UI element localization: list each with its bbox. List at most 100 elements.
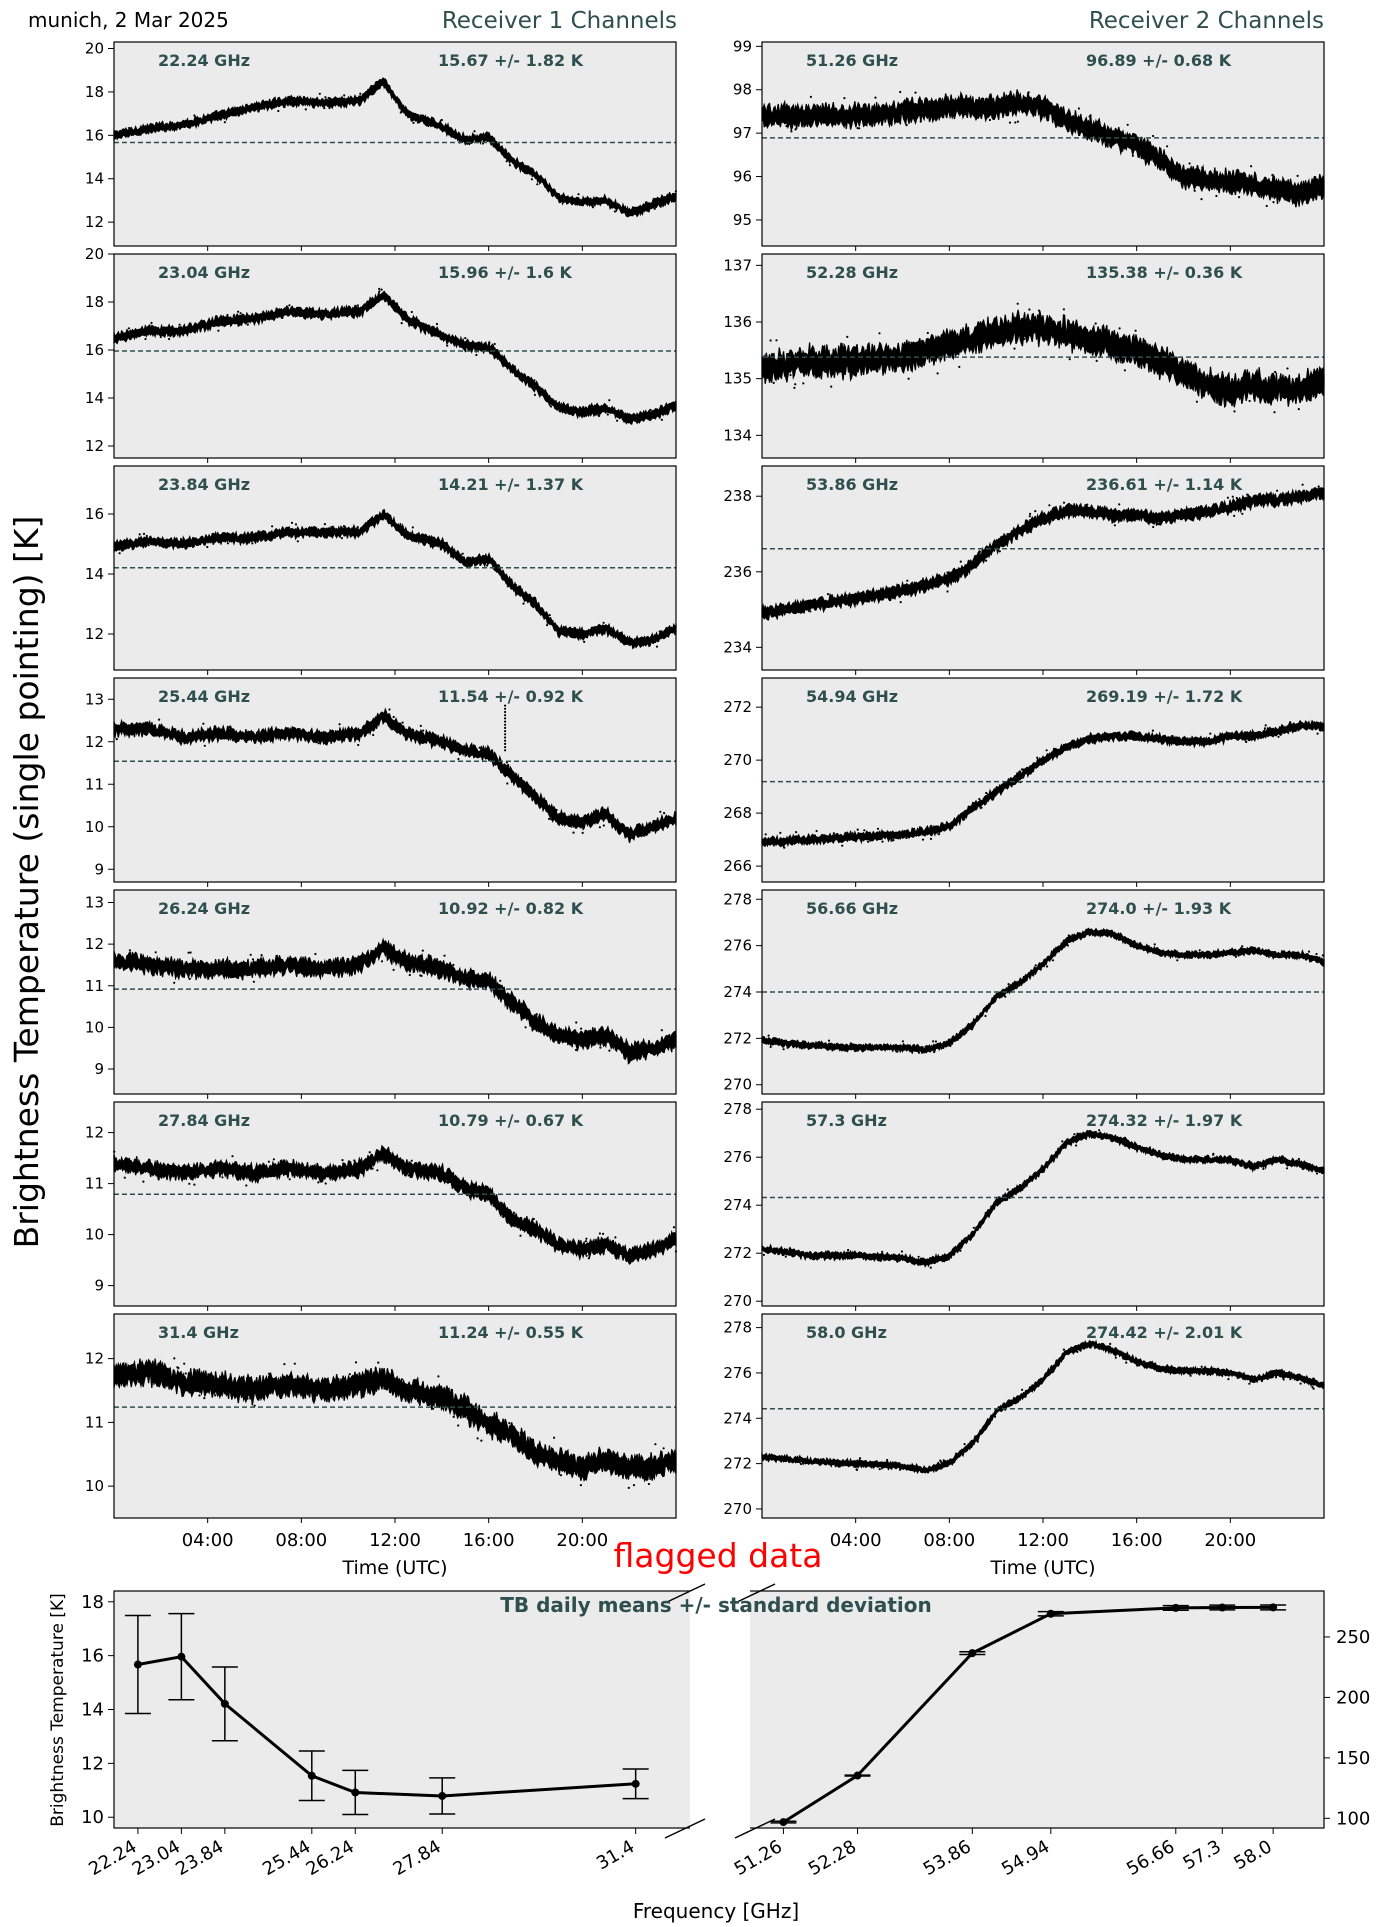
data-point [1248, 399, 1251, 403]
data-point [1267, 948, 1270, 952]
data-point [1258, 386, 1261, 389]
x-tick-label: 08:00 [923, 1530, 975, 1551]
data-point [1062, 308, 1065, 311]
data-point [1099, 343, 1103, 346]
data-point [869, 1462, 873, 1466]
data-point [184, 1372, 187, 1375]
data-point [193, 1183, 196, 1186]
data-point [845, 1252, 848, 1255]
data-point [435, 737, 438, 740]
data-point [1124, 134, 1127, 137]
data-point [259, 965, 262, 968]
data-point [341, 1159, 344, 1162]
x-tick-label: 08:00 [275, 1530, 327, 1551]
data-point [816, 122, 819, 125]
data-point [580, 1027, 583, 1030]
data-point [319, 967, 322, 971]
data-point [324, 1182, 327, 1185]
data-point [1194, 1154, 1197, 1157]
data-point [929, 1266, 932, 1269]
frequency-tick-label: 51.26 [731, 1836, 786, 1880]
data-point [934, 1040, 938, 1043]
y-tick-label: 12 [85, 935, 104, 953]
data-point [796, 835, 799, 838]
data-point [271, 525, 274, 528]
data-point [1095, 359, 1098, 362]
data-point [1037, 105, 1040, 108]
data-point [245, 740, 248, 744]
data-point [493, 342, 496, 346]
data-point [1234, 955, 1238, 958]
data-point [976, 564, 979, 567]
data-point [809, 610, 812, 613]
data-point [1270, 385, 1273, 388]
data-point [1195, 400, 1198, 403]
data-point [183, 1362, 186, 1365]
data-point [876, 832, 879, 835]
data-point [601, 817, 604, 820]
data-point [1048, 504, 1051, 507]
data-point [150, 321, 153, 324]
data-point [295, 964, 298, 968]
data-point [512, 584, 515, 587]
data-point [505, 160, 508, 163]
data-point [978, 550, 982, 553]
data-point [863, 829, 866, 832]
data-point [182, 1381, 185, 1384]
data-point [401, 721, 404, 724]
data-point [229, 971, 232, 974]
y-tick-label: 10 [85, 1226, 104, 1244]
data-point [354, 99, 357, 102]
y-tick-label: 137 [723, 256, 752, 274]
data-point [187, 121, 190, 124]
data-point [452, 963, 455, 967]
data-point [554, 193, 558, 196]
data-point [520, 588, 523, 591]
data-point [475, 353, 478, 357]
data-point [252, 980, 255, 983]
data-point [596, 1032, 600, 1035]
data-point [862, 1049, 865, 1052]
stats-label: 236.61 +/- 1.14 K [1086, 475, 1243, 494]
data-point [165, 328, 168, 331]
y-tick-label: 134 [723, 426, 752, 444]
data-point [323, 734, 326, 738]
data-point [1058, 1152, 1061, 1155]
data-point [446, 1181, 449, 1184]
data-point [400, 322, 403, 325]
data-point [481, 1197, 484, 1200]
data-point [288, 1388, 291, 1391]
data-point [660, 1029, 663, 1032]
data-point [493, 347, 496, 350]
data-point [922, 831, 926, 834]
data-point [899, 90, 902, 94]
data-point [1062, 1348, 1065, 1351]
data-point [459, 1394, 463, 1397]
data-point [995, 992, 999, 996]
y-tick-label: 12 [85, 1124, 104, 1142]
data-point [255, 1174, 259, 1177]
data-point [616, 419, 619, 422]
data-point [323, 107, 326, 110]
data-point [525, 790, 528, 793]
data-point [1166, 145, 1169, 148]
data-point [440, 118, 443, 122]
data-point [1114, 1356, 1117, 1359]
data-point [268, 1175, 272, 1178]
y-tick-label: 18 [85, 293, 104, 311]
y-tick-label: 14 [85, 389, 104, 407]
stats-label: 14.21 +/- 1.37 K [438, 475, 584, 494]
data-point [421, 949, 424, 952]
data-point [917, 1255, 920, 1258]
data-point [905, 836, 908, 840]
data-point [316, 1381, 319, 1384]
data-point [221, 1176, 224, 1179]
stats-label: 11.54 +/- 0.92 K [438, 687, 584, 706]
data-point [1113, 524, 1116, 527]
data-point [1109, 343, 1112, 346]
data-point [1076, 1132, 1079, 1135]
data-point [1307, 950, 1311, 953]
data-point [1301, 483, 1304, 486]
data-point [956, 1038, 959, 1041]
